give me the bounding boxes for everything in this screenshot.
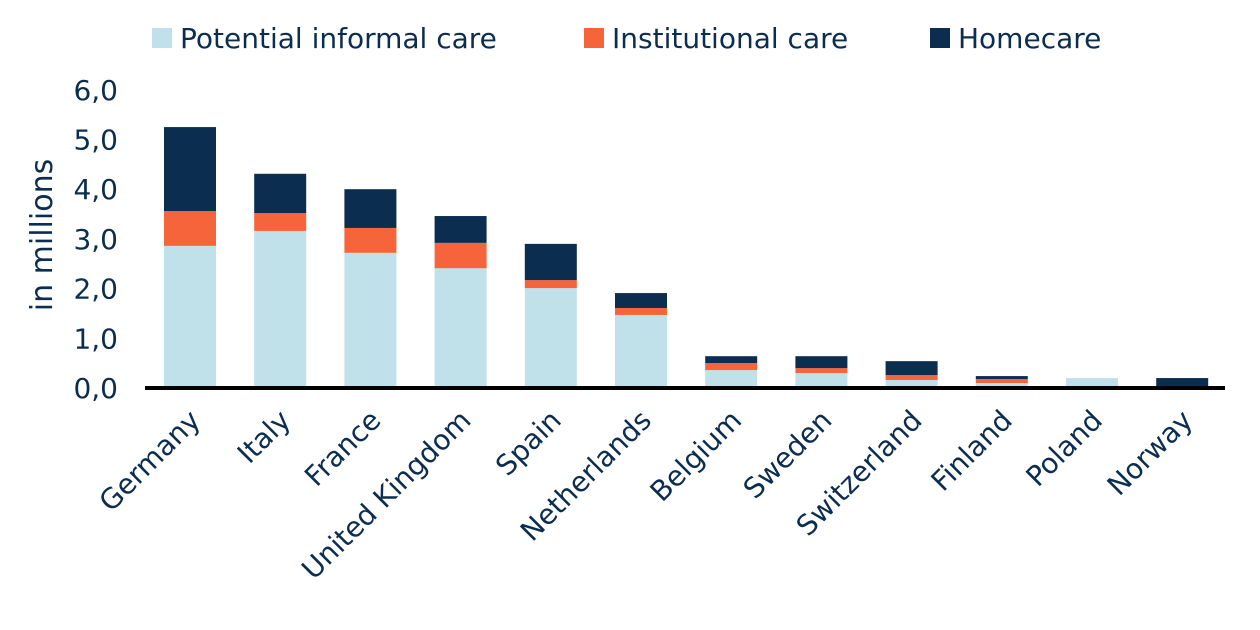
x-tick-label: Germany [93, 404, 207, 518]
legend-swatch [930, 28, 950, 48]
legend-label: Potential informal care [180, 22, 497, 55]
legend-swatch [152, 28, 172, 48]
y-tick-label: 2,0 [73, 273, 118, 306]
bar-potential-informal-care [615, 314, 667, 388]
bar-potential-informal-care [434, 268, 487, 388]
bar-potential-informal-care [164, 245, 216, 388]
bar-institutional-care [705, 363, 758, 371]
bar-homecare [795, 356, 848, 369]
legend-label: Institutional care [612, 22, 848, 55]
x-tick-label: Italy [231, 404, 297, 470]
bar-homecare [254, 173, 307, 214]
x-tick-label: Norway [1101, 404, 1199, 502]
x-tick-label: Spain [489, 404, 568, 483]
bar-potential-informal-care [975, 383, 1028, 388]
y-tick-label: 0,0 [73, 372, 118, 405]
bar-homecare [1156, 378, 1209, 387]
bar-homecare [434, 216, 487, 243]
bar-potential-informal-care [254, 230, 307, 388]
bar-institutional-care [524, 280, 577, 289]
bar-potential-informal-care [524, 288, 577, 388]
bar-homecare [705, 356, 758, 364]
bar-potential-informal-care [705, 370, 758, 388]
bar-institutional-care [254, 213, 307, 231]
bar-potential-informal-care [885, 380, 938, 388]
bar-homecare [885, 361, 938, 376]
legend-swatch [584, 28, 604, 48]
x-tick-label: France [298, 404, 387, 493]
bar-homecare [615, 293, 667, 308]
bar-institutional-care [164, 211, 216, 246]
bar-institutional-care [615, 307, 667, 315]
bar-homecare [524, 243, 577, 281]
bar-institutional-care [344, 227, 397, 253]
legend-label: Homecare [958, 22, 1101, 55]
y-tick-label: 1,0 [73, 322, 118, 355]
x-tick-label: Finland [925, 404, 1019, 498]
bar-potential-informal-care [344, 252, 397, 388]
y-tick-label: 6,0 [73, 74, 118, 107]
bar-homecare [975, 376, 1028, 380]
y-tick-label: 3,0 [73, 223, 118, 256]
bar-institutional-care [795, 368, 848, 374]
y-axis-label: in millions [25, 159, 60, 311]
bar-potential-informal-care [1066, 378, 1118, 388]
x-tick-label: Belgium [644, 404, 749, 509]
x-tick-label: Poland [1020, 404, 1109, 493]
y-tick-label: 4,0 [73, 173, 118, 206]
x-tick-label: United Kingdom [295, 404, 477, 586]
bar-homecare [164, 127, 216, 212]
bar-institutional-care [434, 242, 487, 269]
bar-institutional-care [885, 375, 938, 381]
bar-potential-informal-care [795, 373, 848, 388]
bar-institutional-care [975, 379, 1028, 384]
y-tick-label: 5,0 [73, 124, 118, 157]
bar-homecare [344, 189, 397, 228]
